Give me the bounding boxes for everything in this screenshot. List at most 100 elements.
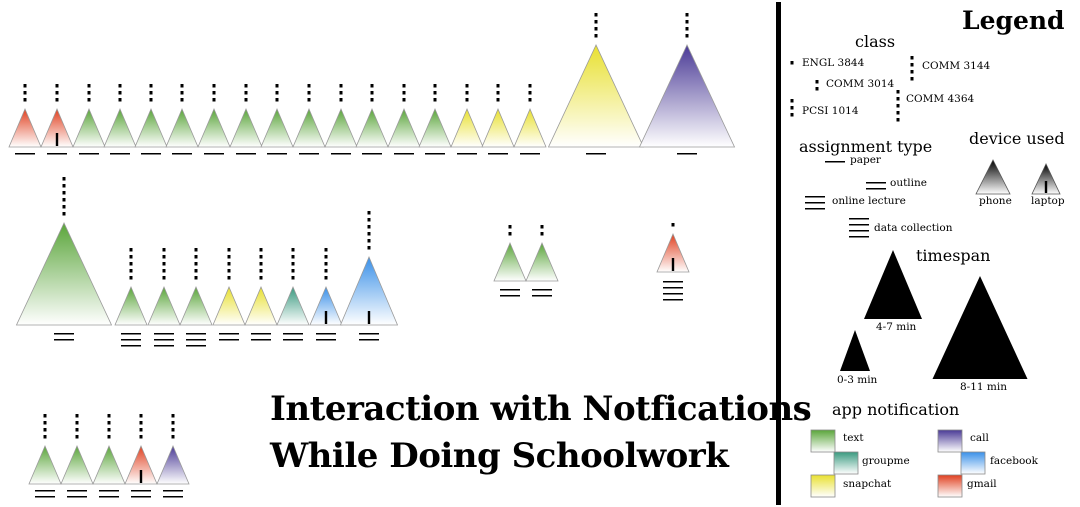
text-triangle: [525, 241, 559, 282]
text-triangle: [134, 107, 168, 148]
class-dot: [194, 255, 198, 259]
class-dot: [194, 262, 198, 266]
facebook-triangle: [339, 255, 399, 326]
text-triangle: [15, 222, 113, 326]
class-dot: [685, 20, 689, 24]
snapchat-triangle: [212, 285, 246, 326]
legend-device-phone: phone: [979, 195, 1012, 207]
assignment-line: [121, 339, 141, 341]
class-dot: [259, 269, 263, 273]
assignment-line: [457, 153, 477, 155]
assignment-line: [394, 153, 414, 155]
gmail-triangle: [8, 107, 42, 148]
assignment-line: [131, 490, 151, 492]
notification-glyph: [493, 225, 527, 297]
notification-glyph: [124, 414, 158, 498]
assignment-line: [79, 153, 99, 155]
text-triangle: [229, 107, 263, 148]
assignment-line: [15, 153, 35, 155]
assignment-line: [121, 345, 141, 347]
assignment-line: [110, 153, 130, 155]
notification-glyph: [92, 414, 126, 498]
legend-assignment-data-collection: data collection: [874, 222, 953, 234]
class-dot: [910, 63, 914, 67]
notification-glyph: [339, 211, 399, 341]
class-dot: [259, 276, 263, 280]
class-dot: [149, 91, 153, 95]
assignment-line: [586, 153, 606, 155]
assignment-line: [219, 339, 239, 341]
class-dot: [227, 262, 231, 266]
class-dot: [129, 276, 133, 280]
class-dot: [496, 91, 500, 95]
class-dot: [790, 61, 794, 65]
class-dot: [433, 84, 437, 88]
notification-glyph: [114, 248, 148, 347]
class-dot: [162, 276, 166, 280]
call-triangle: [156, 444, 190, 485]
text-triangle: [147, 285, 181, 326]
class-dot: [291, 262, 295, 266]
legend-app-groupme-swatch: [833, 451, 859, 475]
assignment-line: [362, 153, 382, 155]
class-dot: [162, 262, 166, 266]
class-dot: [23, 84, 27, 88]
class-dot: [370, 98, 374, 102]
notification-glyph: [276, 248, 310, 341]
class-dot: [540, 232, 544, 236]
class-dot: [291, 248, 295, 252]
assignment-line: [54, 339, 74, 341]
class-dot: [87, 84, 91, 88]
snapchat-triangle: [513, 107, 547, 148]
class-dot: [244, 91, 248, 95]
snapchat-triangle: [547, 44, 645, 148]
class-dot: [324, 262, 328, 266]
legend-class-comm-3144: COMM 3144: [922, 60, 991, 72]
legend-timespan-heading: timespan: [916, 246, 991, 265]
class-dot: [171, 414, 175, 418]
assignment-line: [331, 153, 351, 155]
legend-class-dots: [790, 99, 794, 117]
class-dot: [307, 91, 311, 95]
assignment-line: [500, 295, 520, 297]
class-dot: [139, 421, 143, 425]
class-dot: [75, 435, 79, 439]
notification-glyph: [179, 248, 213, 347]
assignment-line: [99, 490, 119, 492]
legend-class-comm-3014: COMM 3014: [826, 78, 895, 90]
assignment-line: [172, 153, 192, 155]
class-dot: [107, 414, 111, 418]
class-dot: [910, 70, 914, 74]
legend-timespan-large-triangle: [932, 276, 1028, 379]
assignment-line: [359, 339, 379, 341]
notification-glyph: [8, 84, 42, 155]
notification-glyph: [40, 84, 74, 155]
legend-assignment-lines: [805, 196, 825, 210]
legend-timespan-0-3-min: 0-3 min: [837, 374, 878, 386]
legend-app-text-swatch: [810, 429, 836, 453]
class-dot: [259, 255, 263, 259]
class-dot: [62, 191, 66, 195]
groupme-triangle: [276, 285, 310, 326]
class-dot: [291, 276, 295, 280]
legend-device-heading: device used: [969, 129, 1065, 148]
notification-glyph: [450, 84, 484, 155]
class-dot: [339, 91, 343, 95]
legend-divider: [776, 2, 781, 505]
legend-app-heading: app notification: [832, 400, 960, 419]
class-dot: [23, 98, 27, 102]
assignment-line: [299, 153, 319, 155]
class-dot: [370, 91, 374, 95]
assignment-line: [663, 281, 683, 283]
assignment-line: [47, 153, 67, 155]
class-dot: [62, 198, 66, 202]
legend-timespan-medium-triangle: [864, 250, 922, 319]
assignment-line: [67, 496, 87, 498]
class-dot: [910, 77, 914, 81]
class-dot: [244, 98, 248, 102]
class-dot: [370, 84, 374, 88]
assignment-line: [54, 333, 74, 335]
text-triangle: [292, 107, 326, 148]
class-dot: [194, 276, 198, 280]
assignment-line: [141, 153, 161, 155]
